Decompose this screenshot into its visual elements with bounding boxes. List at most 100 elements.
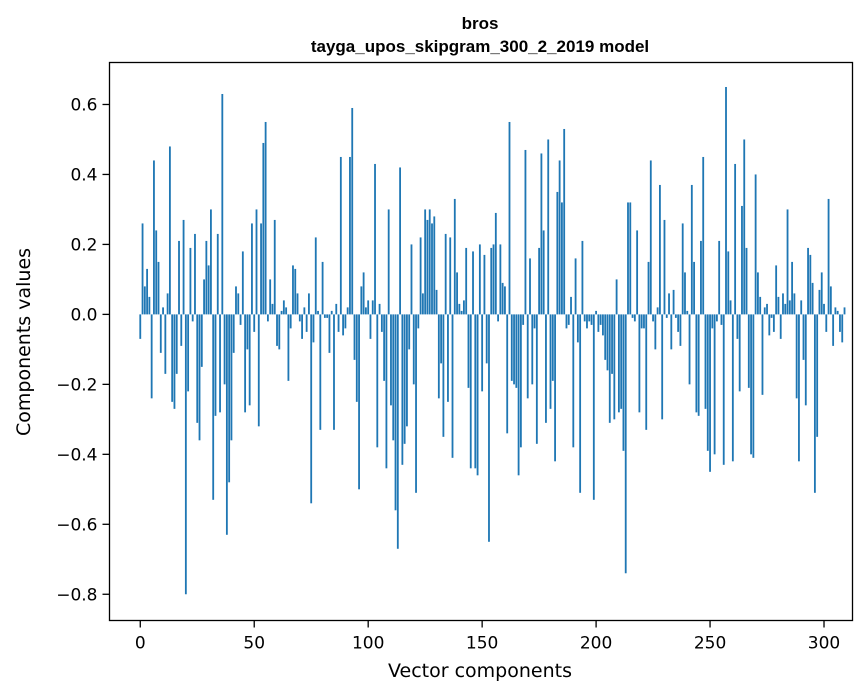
bar xyxy=(700,240,702,315)
bar xyxy=(704,314,707,409)
bar xyxy=(706,314,709,451)
bar xyxy=(378,303,381,315)
bar xyxy=(661,314,664,420)
bar xyxy=(449,237,452,315)
bar xyxy=(191,314,194,322)
bar xyxy=(750,314,752,455)
bar xyxy=(599,314,602,325)
bar xyxy=(645,314,648,430)
bar xyxy=(551,314,554,381)
x-tick-label: 150 xyxy=(466,634,498,654)
bar xyxy=(344,314,347,329)
bar xyxy=(620,314,623,409)
bar xyxy=(542,230,545,315)
bar xyxy=(656,307,659,315)
bar xyxy=(323,314,326,318)
bar xyxy=(611,314,613,374)
bar xyxy=(533,314,536,329)
bar xyxy=(442,314,445,437)
bar xyxy=(800,300,803,315)
bar xyxy=(383,314,386,381)
bar xyxy=(241,251,244,315)
bar xyxy=(829,286,832,315)
bar xyxy=(364,307,367,315)
bar xyxy=(298,314,301,322)
bar xyxy=(223,314,226,385)
bar xyxy=(417,314,420,329)
bar xyxy=(143,286,146,315)
bar xyxy=(328,314,331,353)
bar xyxy=(654,314,657,350)
bar xyxy=(353,314,356,360)
bar xyxy=(832,314,835,346)
bar xyxy=(681,223,684,315)
bar xyxy=(239,314,242,325)
bar xyxy=(834,307,837,315)
bar xyxy=(506,314,509,434)
y-tick-label: −0.6 xyxy=(56,515,97,535)
bar xyxy=(697,314,700,416)
plot-area-frame xyxy=(108,61,854,622)
bar xyxy=(499,244,502,315)
bar xyxy=(203,279,205,315)
bar xyxy=(273,219,276,315)
bar xyxy=(232,314,235,353)
bar xyxy=(244,314,247,413)
bar xyxy=(319,314,322,430)
bar xyxy=(720,314,723,325)
bar xyxy=(255,209,258,315)
bar xyxy=(358,314,360,490)
bar xyxy=(207,265,210,315)
bar xyxy=(431,223,433,315)
bar xyxy=(410,244,413,315)
x-axis-label: Vector components xyxy=(388,660,572,682)
x-tick-label: 50 xyxy=(243,634,265,654)
bar xyxy=(296,293,299,315)
bar xyxy=(638,314,641,413)
bar xyxy=(563,128,566,315)
bar xyxy=(182,219,185,315)
bar xyxy=(419,237,422,315)
bar xyxy=(629,202,632,315)
bar xyxy=(150,314,153,399)
bar xyxy=(303,307,306,315)
bar xyxy=(841,314,844,343)
bar xyxy=(627,202,629,315)
bar xyxy=(565,314,568,329)
bar xyxy=(722,314,725,465)
bar xyxy=(622,314,625,451)
bar xyxy=(510,314,513,381)
bar xyxy=(155,230,158,315)
bar xyxy=(741,205,743,315)
bar xyxy=(369,314,372,339)
bar xyxy=(490,247,493,315)
bar xyxy=(727,251,730,315)
bar xyxy=(453,198,456,315)
x-tick-label: 0 xyxy=(135,634,146,654)
bars-group xyxy=(139,86,846,595)
bar xyxy=(604,314,607,360)
bar xyxy=(396,314,399,549)
bar xyxy=(640,314,643,329)
bar xyxy=(171,314,174,402)
bar xyxy=(709,314,711,472)
bar xyxy=(524,149,527,315)
bar xyxy=(266,314,269,322)
bar xyxy=(481,314,484,392)
bar xyxy=(672,289,675,315)
bar xyxy=(663,219,666,315)
bar xyxy=(836,310,839,315)
bar xyxy=(659,184,661,315)
bar xyxy=(529,258,531,315)
bar xyxy=(433,216,436,315)
bar xyxy=(456,272,458,315)
bar xyxy=(606,314,609,371)
bar xyxy=(492,244,495,315)
bar xyxy=(460,310,463,315)
bar xyxy=(200,314,203,367)
bar xyxy=(362,272,365,315)
y-tick-label: −0.4 xyxy=(56,445,97,465)
bar xyxy=(713,314,716,455)
